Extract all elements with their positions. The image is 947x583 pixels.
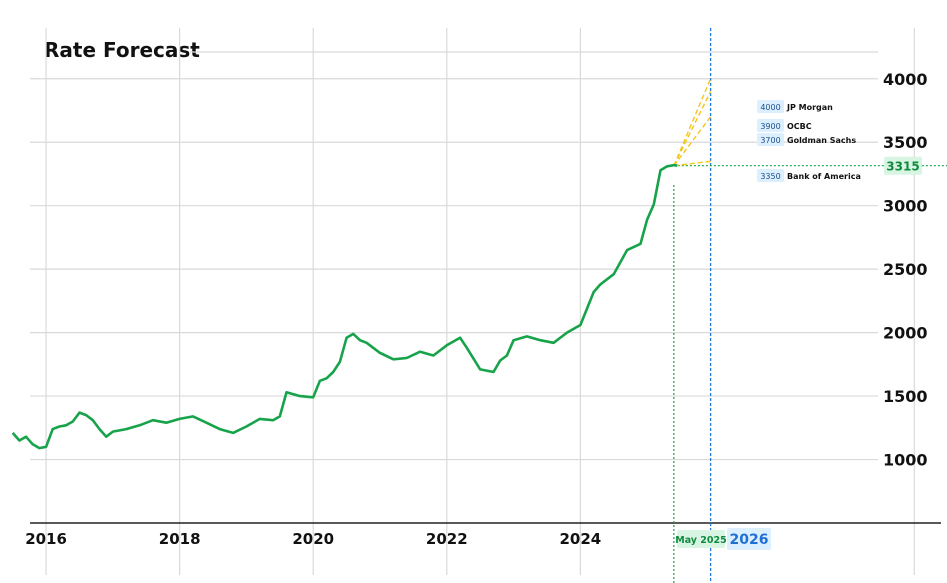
y-tick-label: 2500: [883, 260, 928, 279]
x-tick-label: 2016: [25, 530, 67, 548]
forecast-value-label: 3350: [760, 172, 780, 181]
y-tick-label: 2000: [883, 324, 928, 343]
target-date-label: 2026: [730, 532, 769, 548]
current-date-badge: [677, 530, 725, 548]
forecast-value-badge: [757, 100, 784, 113]
forecast-bank-label: OCBC: [787, 122, 812, 131]
forecast-value-label: 3700: [760, 136, 780, 145]
forecast-value-badge: [757, 119, 784, 132]
price-series-line: [11, 163, 678, 450]
forecast-bank-label: JP Morgan: [786, 103, 833, 112]
x-tick-label: 2022: [426, 530, 468, 548]
forecast-line: [673, 160, 711, 167]
forecast-value-badge: [757, 133, 784, 146]
forecast-value-badge: [757, 169, 784, 182]
x-tick-label: 2020: [292, 530, 334, 548]
forecast-value-label: 3900: [760, 122, 780, 131]
y-tick-label: 3000: [883, 197, 928, 216]
x-tick-label: 2018: [159, 530, 201, 548]
y-tick-label: 4000: [883, 70, 928, 89]
target-date-badge: [727, 528, 771, 550]
forecast-line: [673, 78, 712, 166]
forecast-value-label: 4000: [760, 103, 780, 112]
current-date-label: May 2025: [675, 535, 727, 546]
forecast-line: [673, 91, 712, 167]
x-tick-label: 2024: [559, 530, 601, 548]
y-tick-label: 1500: [883, 387, 928, 406]
y-tick-label: 3500: [883, 133, 928, 152]
current-value-badge: [884, 156, 922, 175]
forecast-bank-label: Bank of America: [787, 172, 861, 181]
forecast-line: [673, 116, 712, 167]
forecast-bank-label: Goldman Sachs: [787, 136, 856, 145]
y-tick-label: 1000: [883, 451, 928, 470]
current-value-label: 3315: [886, 160, 919, 174]
